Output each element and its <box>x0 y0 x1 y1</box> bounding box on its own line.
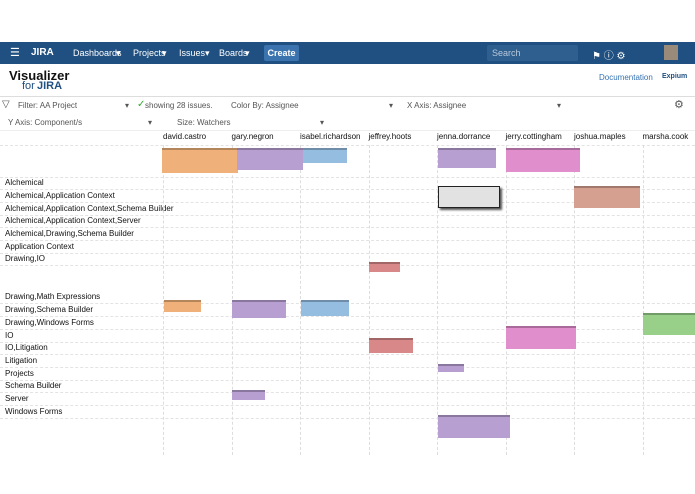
settings-icon[interactable]: ⚙ <box>674 99 684 111</box>
column-line <box>505 145 507 455</box>
column-line <box>574 145 575 455</box>
row-line <box>0 342 695 343</box>
row-label: Alchemical,Application Context,Schema Bu… <box>5 204 174 213</box>
row-line <box>0 380 695 381</box>
column-header: marsha.cook <box>642 132 689 141</box>
row-label: IO,Litigation <box>5 343 48 352</box>
nav-item[interactable]: Issues <box>179 48 206 58</box>
issue-card[interactable] <box>574 186 640 208</box>
column-header: joshua.maples <box>574 132 626 141</box>
logo-jira: JIRA <box>37 80 63 92</box>
issue-card[interactable] <box>438 364 464 372</box>
filter-select[interactable]: Filter: AA Project <box>18 101 78 110</box>
row-label: IO <box>5 331 14 340</box>
issue-card[interactable] <box>438 415 510 438</box>
issue-card[interactable] <box>643 313 695 335</box>
column-line <box>642 145 644 455</box>
brand[interactable]: JIRA <box>31 47 54 58</box>
row-label: Drawing,Math Expressions <box>5 292 101 301</box>
column-header: jerry.cottingham <box>505 132 562 141</box>
column-line <box>368 145 370 455</box>
issue-card[interactable] <box>232 300 286 318</box>
nav-item[interactable]: Boards <box>219 48 248 58</box>
row-line <box>0 145 695 146</box>
row-label: Alchemical,Application Context,Server <box>5 216 141 225</box>
size-select[interactable]: Size: Watchers <box>177 118 231 127</box>
row-line <box>0 329 695 330</box>
row-label: Drawing,Windows Forms <box>5 318 94 327</box>
row-line <box>0 367 695 368</box>
row-line <box>0 265 695 266</box>
row-line <box>0 316 695 317</box>
row-line <box>0 240 695 241</box>
row-line <box>0 354 695 355</box>
row-line <box>0 253 695 254</box>
row-label: Application Context <box>5 242 74 251</box>
row-label: Windows Forms <box>5 407 63 416</box>
vendor-logo[interactable]: Expium <box>662 73 688 80</box>
top-nav: ☰ JIRA Dashboards Projects Issues Boards… <box>0 42 695 64</box>
issue-card[interactable] <box>369 338 413 353</box>
issue-card[interactable] <box>164 300 201 312</box>
row-label: Projects <box>5 369 34 378</box>
column-header: isabel.richardson <box>300 132 361 141</box>
column-header: jenna.dorrance <box>437 132 491 141</box>
row-line <box>0 418 695 419</box>
column-header: gary.negron <box>231 132 274 141</box>
column-line <box>300 145 301 455</box>
app-header: Visualizer for JIRA Documentation Expium <box>0 64 695 97</box>
row-line <box>0 227 695 228</box>
column-header: jeffrey.hoots <box>368 132 412 141</box>
issue-card[interactable] <box>162 148 238 173</box>
row-line <box>0 215 695 216</box>
row-label: Alchemical,Drawing,Schema Builder <box>5 229 134 238</box>
icons[interactable]: ⚑ ⓘ ⚙ <box>592 51 626 62</box>
row-line <box>0 405 695 406</box>
issue-count: showing 28 issues. <box>145 101 213 110</box>
y-axis-select[interactable]: Y Axis: Component/s <box>8 118 83 127</box>
documentation-link[interactable]: Documentation <box>599 73 653 82</box>
row-line <box>0 392 695 393</box>
issue-card[interactable] <box>506 326 576 349</box>
row-label: Drawing,Schema Builder <box>5 305 94 314</box>
issue-card[interactable] <box>438 186 500 208</box>
logo-for: for <box>22 80 35 92</box>
logo: Visualizer <box>9 68 70 83</box>
row-label: Server <box>5 394 29 403</box>
row-line <box>0 177 695 178</box>
nav-item[interactable]: Dashboards <box>73 48 122 58</box>
issue-card[interactable] <box>301 300 349 316</box>
issue-card[interactable] <box>506 148 580 172</box>
issue-card[interactable] <box>232 390 265 400</box>
row-label: Litigation <box>5 356 38 365</box>
column-line <box>163 145 164 455</box>
filter-icon: ▽ <box>2 99 10 110</box>
issue-card[interactable] <box>303 148 347 163</box>
menu-icon[interactable]: ☰ <box>10 47 20 59</box>
create-button[interactable]: Create <box>264 45 299 61</box>
column-header: david.castro <box>163 132 207 141</box>
row-label: Drawing,IO <box>5 254 46 263</box>
issue-card[interactable] <box>237 148 303 170</box>
column-line <box>437 145 438 455</box>
row-line <box>0 189 695 190</box>
row-label: Alchemical,Application Context <box>5 191 115 200</box>
row-label: Alchemical <box>5 178 44 187</box>
row-label: Schema Builder <box>5 381 62 390</box>
avatar[interactable] <box>664 45 678 60</box>
search-box[interactable]: Search <box>487 45 578 61</box>
nav-item[interactable]: Projects <box>133 48 166 58</box>
row-line <box>0 202 695 203</box>
issue-card[interactable] <box>438 148 496 168</box>
color-select[interactable]: Color By: Assignee <box>231 101 299 110</box>
x-axis-select[interactable]: X Axis: Assignee <box>407 101 467 110</box>
issue-card[interactable] <box>369 262 400 272</box>
